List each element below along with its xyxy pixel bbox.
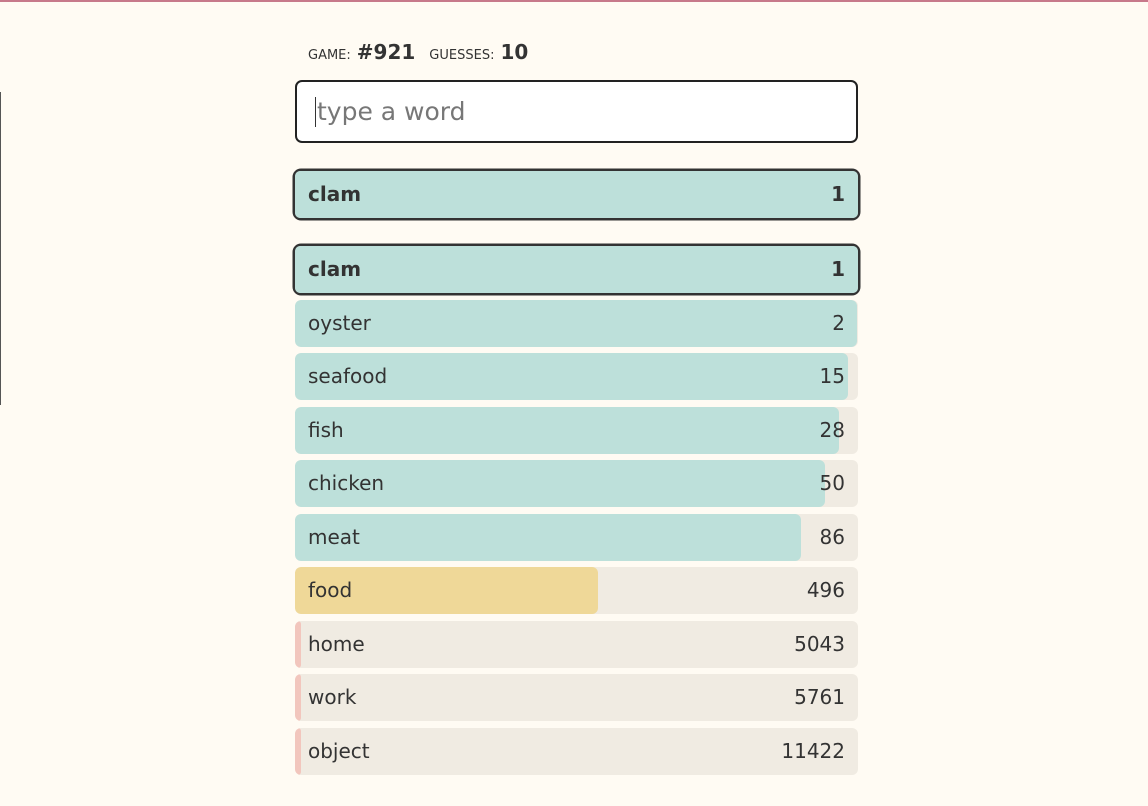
guess-rank: 15 [819, 364, 845, 388]
guess-rank: 28 [819, 417, 845, 442]
guess-word: object [308, 738, 370, 763]
guess-word: food [308, 578, 353, 602]
guess-word: work [308, 685, 357, 709]
guess-row: chicken 50 [295, 460, 858, 507]
rank-bar [295, 299, 858, 347]
guess-word: oyster [308, 310, 371, 335]
rank-bar [295, 406, 840, 454]
guess-rank: 1 [831, 182, 845, 206]
rank-bar [295, 674, 301, 721]
game: GAME: #921 GUESSES: 10 type a word clam 1… [295, 40, 858, 781]
guess-word: chicken [308, 471, 385, 495]
guess-row: clam 1 [295, 246, 858, 293]
guess-word: clam [308, 182, 362, 206]
guess-row: meat 86 [295, 513, 858, 561]
rank-bar [295, 620, 301, 668]
guess-row: object 11422 [295, 727, 858, 775]
guess-word: meat [308, 524, 360, 549]
guess-rank: 496 [806, 578, 845, 602]
guess-row: home 5043 [295, 620, 858, 668]
guess-row: work 5761 [295, 674, 858, 721]
header: GAME: #921 GUESSES: 10 [295, 40, 858, 66]
rank-bar [295, 567, 599, 614]
guess-word: seafood [308, 364, 388, 388]
guess-rank: 5043 [794, 631, 845, 656]
last-guess: clam 1 [295, 171, 858, 218]
guess-word: clam [308, 257, 362, 281]
guess-rank: 11422 [781, 738, 845, 763]
rank-bar [295, 353, 849, 400]
game-label: GAME: [308, 48, 351, 63]
rank-bar [295, 246, 858, 293]
guess-row: oyster 2 [295, 299, 858, 347]
guess-rank: 5761 [794, 685, 845, 709]
guess-word: fish [308, 417, 344, 442]
guess-row: seafood 15 [295, 353, 858, 400]
placeholder: type a word [317, 97, 466, 126]
rank-bar [295, 513, 802, 561]
guess-rank: 86 [819, 524, 845, 549]
game-number: #921 [356, 40, 416, 64]
guess-row: clam 1 [295, 171, 858, 218]
word-input[interactable]: type a word [295, 80, 858, 143]
divider [0, 92, 1, 405]
guess-rank: 2 [832, 310, 845, 335]
caret [315, 96, 316, 127]
guess-row: food 496 [295, 567, 858, 614]
rank-bar [295, 727, 301, 775]
guess-rank: 50 [819, 471, 845, 495]
guess-rank: 1 [831, 257, 845, 281]
guesses-label: GUESSES: [429, 48, 495, 63]
guess-word: home [308, 631, 365, 656]
guesses-count: 10 [500, 40, 529, 64]
rank-bar [295, 460, 825, 507]
rank-bar [295, 171, 858, 218]
guess-row: fish 28 [295, 406, 858, 454]
guess-list: clam 1 oyster 2 seafood 15 fish 28 chicken 50 meat… [295, 246, 858, 775]
